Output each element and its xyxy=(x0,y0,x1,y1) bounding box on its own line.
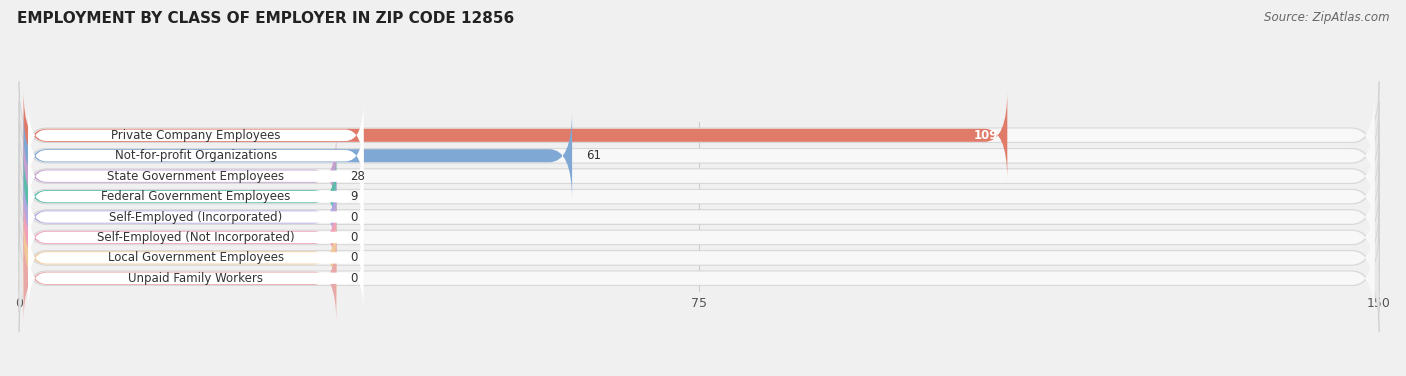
FancyBboxPatch shape xyxy=(28,202,364,273)
Text: 61: 61 xyxy=(586,149,600,162)
Text: EMPLOYMENT BY CLASS OF EMPLOYER IN ZIP CODE 12856: EMPLOYMENT BY CLASS OF EMPLOYER IN ZIP C… xyxy=(17,11,515,26)
FancyBboxPatch shape xyxy=(20,183,1379,291)
Text: State Government Employees: State Government Employees xyxy=(107,170,284,183)
FancyBboxPatch shape xyxy=(24,111,1375,200)
FancyBboxPatch shape xyxy=(24,193,1375,282)
Text: Private Company Employees: Private Company Employees xyxy=(111,129,281,142)
FancyBboxPatch shape xyxy=(24,91,1007,180)
FancyBboxPatch shape xyxy=(20,163,1379,271)
FancyBboxPatch shape xyxy=(28,223,364,293)
Text: 0: 0 xyxy=(350,211,357,223)
FancyBboxPatch shape xyxy=(24,91,1375,180)
Text: 9: 9 xyxy=(350,190,357,203)
Text: Unpaid Family Workers: Unpaid Family Workers xyxy=(128,272,263,285)
FancyBboxPatch shape xyxy=(24,213,336,302)
FancyBboxPatch shape xyxy=(24,152,1375,241)
FancyBboxPatch shape xyxy=(24,132,336,221)
Text: 0: 0 xyxy=(350,231,357,244)
FancyBboxPatch shape xyxy=(28,182,364,252)
Text: Not-for-profit Organizations: Not-for-profit Organizations xyxy=(115,149,277,162)
FancyBboxPatch shape xyxy=(20,143,1379,250)
FancyBboxPatch shape xyxy=(28,141,364,211)
Text: Self-Employed (Not Incorporated): Self-Employed (Not Incorporated) xyxy=(97,231,295,244)
FancyBboxPatch shape xyxy=(28,161,364,232)
FancyBboxPatch shape xyxy=(24,213,1375,302)
Text: 109: 109 xyxy=(974,129,998,142)
FancyBboxPatch shape xyxy=(24,132,1375,221)
Text: Local Government Employees: Local Government Employees xyxy=(108,252,284,264)
FancyBboxPatch shape xyxy=(20,102,1379,210)
FancyBboxPatch shape xyxy=(28,243,364,314)
Text: Federal Government Employees: Federal Government Employees xyxy=(101,190,291,203)
Text: 28: 28 xyxy=(350,170,364,183)
FancyBboxPatch shape xyxy=(24,173,1375,262)
FancyBboxPatch shape xyxy=(24,152,336,241)
FancyBboxPatch shape xyxy=(24,111,572,200)
Text: Source: ZipAtlas.com: Source: ZipAtlas.com xyxy=(1264,11,1389,24)
FancyBboxPatch shape xyxy=(20,122,1379,230)
FancyBboxPatch shape xyxy=(24,193,336,282)
FancyBboxPatch shape xyxy=(24,234,1375,323)
FancyBboxPatch shape xyxy=(24,234,336,323)
FancyBboxPatch shape xyxy=(24,173,336,262)
FancyBboxPatch shape xyxy=(20,204,1379,312)
FancyBboxPatch shape xyxy=(20,81,1379,189)
Text: 0: 0 xyxy=(350,272,357,285)
FancyBboxPatch shape xyxy=(28,100,364,170)
Text: 0: 0 xyxy=(350,252,357,264)
FancyBboxPatch shape xyxy=(28,121,364,191)
Text: Self-Employed (Incorporated): Self-Employed (Incorporated) xyxy=(110,211,283,223)
FancyBboxPatch shape xyxy=(20,224,1379,332)
